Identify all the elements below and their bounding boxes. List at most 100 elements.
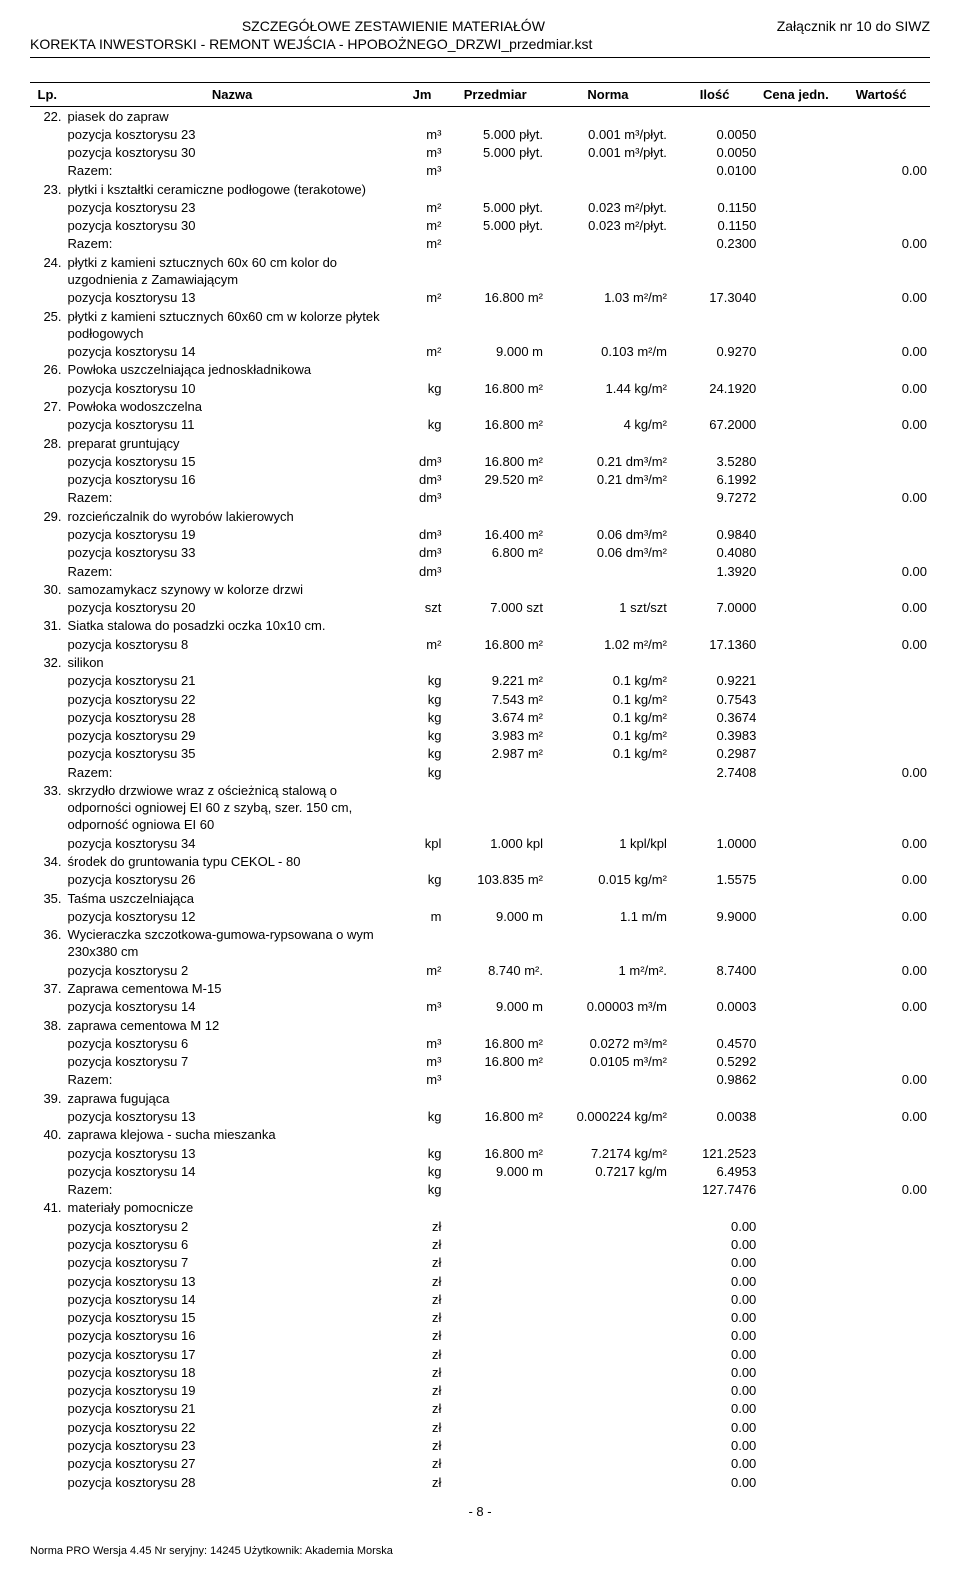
table-row: pozycja kosztorysu 6m³16.800 m²0.0272 m³… (30, 1034, 930, 1052)
header-rule (30, 57, 930, 58)
cell-przedmiar: 5.000 płyt. (444, 125, 546, 143)
cell-jm (400, 507, 445, 525)
cell-przedmiar: 9.000 m (444, 998, 546, 1016)
cell-nazwa: zaprawa klejowa - sucha mieszanka (65, 1126, 400, 1144)
cell-jm: zł (400, 1400, 445, 1418)
table-body: 22.piasek do zaprawpozycja kosztorysu 23… (30, 107, 930, 1492)
cell-wartosc (832, 452, 930, 470)
table-row: Razem:m³0.01000.00 (30, 162, 930, 180)
cell-ilosc: 0.4570 (670, 1034, 759, 1052)
cell-cena (759, 1016, 832, 1034)
cell-przedmiar (444, 1071, 546, 1089)
cell-norma: 0.1 kg/m² (546, 727, 670, 745)
cell-cena (759, 289, 832, 307)
cell-przedmiar (444, 253, 546, 289)
cell-jm: m² (400, 198, 445, 216)
cell-wartosc (832, 727, 930, 745)
table-row: pozycja kosztorysu 35kg2.987 m²0.1 kg/m²… (30, 745, 930, 763)
cell-przedmiar (444, 398, 546, 416)
cell-wartosc: 0.00 (832, 961, 930, 979)
cell-jm: m³ (400, 144, 445, 162)
table-row: pozycja kosztorysu 10kg16.800 m²1.44 kg/… (30, 379, 930, 397)
document-page: SZCZEGÓŁOWE ZESTAWIENIE MATERIAŁÓW KOREK… (0, 0, 960, 1577)
cell-ilosc: 1.3920 (670, 562, 759, 580)
table-row: pozycja kosztorysu 23zł0.00 (30, 1437, 930, 1455)
cell-ilosc: 8.7400 (670, 961, 759, 979)
cell-wartosc (832, 1144, 930, 1162)
cell-wartosc (832, 1363, 930, 1381)
cell-cena (759, 690, 832, 708)
cell-przedmiar (444, 1400, 546, 1418)
cell-nazwa: pozycja kosztorysu 14 (65, 998, 400, 1016)
col-norma: Norma (546, 83, 670, 107)
cell-norma (546, 1199, 670, 1217)
cell-wartosc (832, 1400, 930, 1418)
cell-jm: m³ (400, 125, 445, 143)
cell-nazwa: silikon (65, 653, 400, 671)
cell-norma: 0.015 kg/m² (546, 871, 670, 889)
cell-przedmiar (444, 1272, 546, 1290)
cell-jm: m² (400, 961, 445, 979)
table-row: pozycja kosztorysu 33dm³6.800 m²0.06 dm³… (30, 544, 930, 562)
cell-wartosc (832, 217, 930, 235)
cell-cena (759, 1272, 832, 1290)
cell-lp (30, 1400, 65, 1418)
table-row: pozycja kosztorysu 34kpl1.000 kpl1 kpl/k… (30, 834, 930, 852)
cell-wartosc: 0.00 (832, 763, 930, 781)
cell-lp (30, 1455, 65, 1473)
cell-nazwa: pozycja kosztorysu 23 (65, 198, 400, 216)
cell-jm (400, 853, 445, 871)
cell-ilosc: 0.1150 (670, 198, 759, 216)
cell-jm: kpl (400, 834, 445, 852)
cell-przedmiar (444, 361, 546, 379)
cell-lp (30, 289, 65, 307)
cell-norma (546, 307, 670, 343)
cell-norma (546, 617, 670, 635)
cell-nazwa: pozycja kosztorysu 29 (65, 727, 400, 745)
cell-cena (759, 1418, 832, 1436)
cell-nazwa: pozycja kosztorysu 19 (65, 1382, 400, 1400)
cell-ilosc: 0.9840 (670, 525, 759, 543)
cell-ilosc: 0.0038 (670, 1107, 759, 1125)
col-lp: Lp. (30, 83, 65, 107)
table-row: pozycja kosztorysu 19dm³16.400 m²0.06 dm… (30, 525, 930, 543)
cell-nazwa: pozycja kosztorysu 15 (65, 1309, 400, 1327)
table-row: pozycja kosztorysu 12m9.000 m1.1 m/m9.90… (30, 907, 930, 925)
cell-przedmiar: 9.000 m (444, 907, 546, 925)
cell-norma (546, 653, 670, 671)
cell-lp (30, 1382, 65, 1400)
cell-norma: 1.02 m²/m² (546, 635, 670, 653)
cell-przedmiar (444, 1290, 546, 1308)
cell-jm (400, 434, 445, 452)
cell-lp (30, 1162, 65, 1180)
cell-norma (546, 1363, 670, 1381)
cell-nazwa: pozycja kosztorysu 2 (65, 1217, 400, 1235)
cell-lp: 38. (30, 1016, 65, 1034)
table-row: Razem:dm³9.72720.00 (30, 489, 930, 507)
cell-norma (546, 1437, 670, 1455)
cell-lp: 25. (30, 307, 65, 343)
cell-lp (30, 525, 65, 543)
table-row: pozycja kosztorysu 30m²5.000 płyt.0.023 … (30, 217, 930, 235)
cell-wartosc (832, 525, 930, 543)
cell-wartosc: 0.00 (832, 998, 930, 1016)
cell-cena (759, 961, 832, 979)
cell-cena (759, 1034, 832, 1052)
cell-lp (30, 763, 65, 781)
cell-przedmiar (444, 980, 546, 998)
cell-nazwa: pozycja kosztorysu 19 (65, 525, 400, 543)
cell-lp (30, 1181, 65, 1199)
table-row: pozycja kosztorysu 21zł0.00 (30, 1400, 930, 1418)
cell-lp (30, 379, 65, 397)
cell-norma (546, 1217, 670, 1235)
cell-lp (30, 562, 65, 580)
cell-nazwa: płytki z kamieni sztucznych 60x60 cm w k… (65, 307, 400, 343)
cell-norma: 0.06 dm³/m² (546, 525, 670, 543)
cell-jm (400, 926, 445, 962)
cell-norma (546, 853, 670, 871)
cell-norma (546, 434, 670, 452)
cell-jm: kg (400, 1107, 445, 1125)
cell-lp (30, 1034, 65, 1052)
cell-norma (546, 1290, 670, 1308)
cell-przedmiar: 16.800 m² (444, 452, 546, 470)
